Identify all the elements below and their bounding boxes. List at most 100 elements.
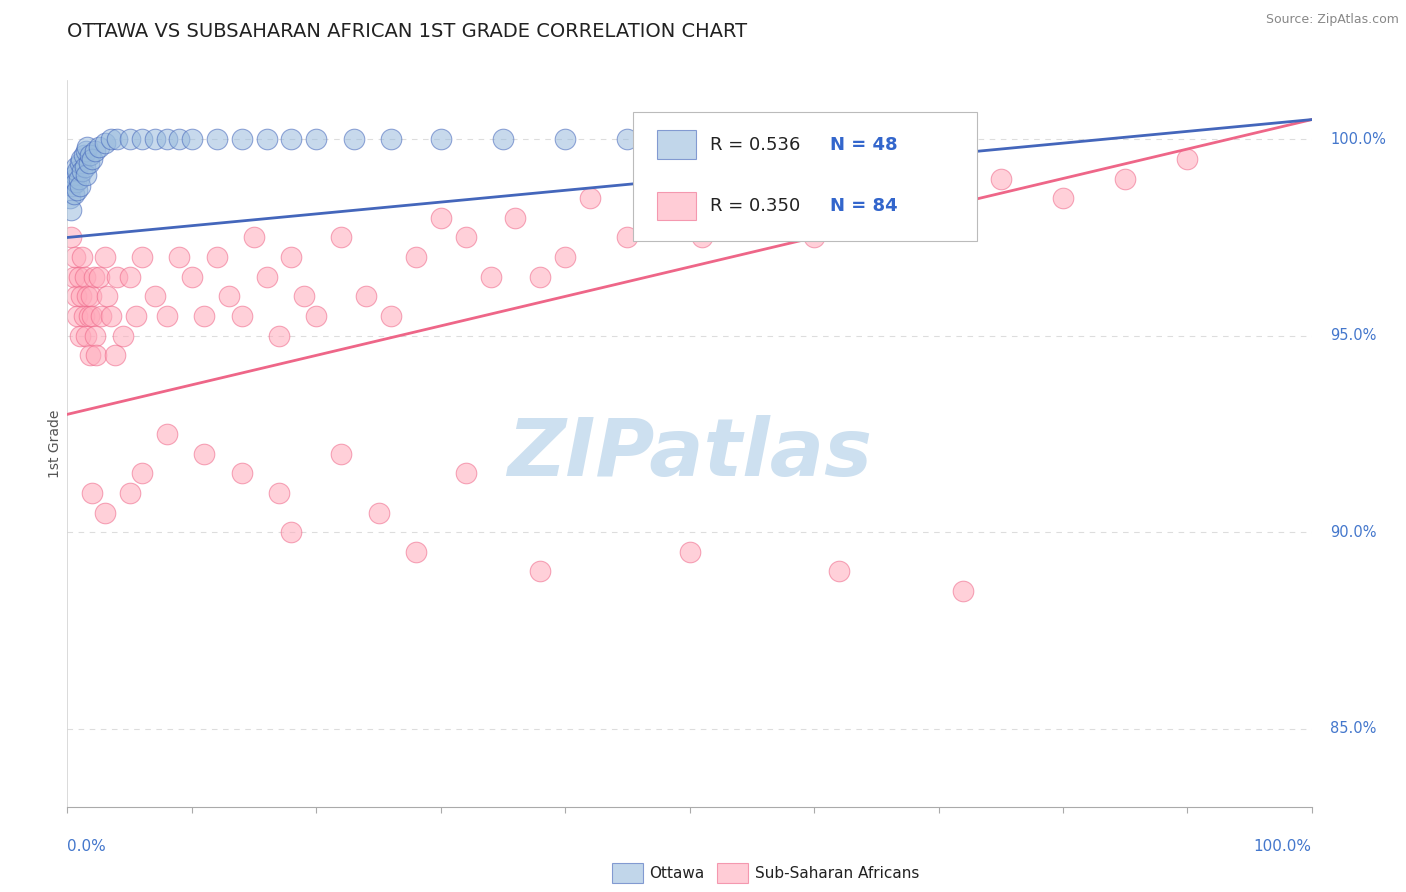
- Point: [616, 132, 638, 146]
- Point: [928, 191, 950, 205]
- Point: [305, 309, 328, 323]
- Point: [75, 144, 97, 158]
- Point: [118, 132, 141, 146]
- Point: [62, 171, 84, 186]
- Point: [94, 506, 117, 520]
- Point: [75, 328, 97, 343]
- Point: [143, 132, 166, 146]
- Point: [100, 309, 122, 323]
- Point: [952, 584, 974, 599]
- Point: [82, 152, 104, 166]
- Text: Sub-Saharan Africans: Sub-Saharan Africans: [755, 866, 920, 880]
- Point: [76, 289, 98, 303]
- Point: [69, 156, 91, 170]
- Point: [84, 348, 107, 362]
- Point: [72, 250, 94, 264]
- Point: [90, 309, 112, 323]
- Point: [62, 187, 84, 202]
- Point: [66, 309, 89, 323]
- Point: [131, 132, 153, 146]
- Point: [405, 250, 427, 264]
- Point: [76, 140, 98, 154]
- Point: [280, 250, 302, 264]
- Point: [70, 152, 93, 166]
- Point: [80, 289, 103, 303]
- Text: 90.0%: 90.0%: [1330, 524, 1376, 540]
- Point: [105, 132, 128, 146]
- Point: [65, 160, 87, 174]
- Point: [83, 144, 105, 158]
- Text: R = 0.350: R = 0.350: [710, 197, 800, 215]
- Point: [529, 269, 551, 284]
- Point: [330, 230, 353, 244]
- Point: [492, 132, 515, 146]
- Point: [94, 250, 117, 264]
- Point: [679, 545, 702, 559]
- Y-axis label: 1st Grade: 1st Grade: [48, 409, 62, 478]
- Point: [1052, 191, 1074, 205]
- Point: [256, 132, 278, 146]
- Point: [94, 136, 117, 150]
- Point: [343, 132, 366, 146]
- Point: [690, 230, 713, 244]
- Point: [82, 486, 104, 500]
- Point: [63, 168, 86, 182]
- Text: Source: ZipAtlas.com: Source: ZipAtlas.com: [1265, 13, 1399, 27]
- Text: ZIPatlas: ZIPatlas: [508, 415, 872, 492]
- Point: [73, 160, 96, 174]
- Point: [156, 426, 179, 441]
- Point: [479, 269, 502, 284]
- Point: [231, 132, 253, 146]
- Point: [65, 176, 87, 190]
- Point: [193, 309, 215, 323]
- Point: [430, 211, 453, 225]
- Point: [79, 148, 101, 162]
- Point: [330, 447, 353, 461]
- Point: [1114, 171, 1136, 186]
- Point: [79, 348, 101, 362]
- Point: [72, 163, 94, 178]
- Point: [205, 132, 228, 146]
- Point: [169, 132, 191, 146]
- Point: [205, 250, 228, 264]
- Text: Ottawa: Ottawa: [650, 866, 704, 880]
- Point: [218, 289, 240, 303]
- Point: [156, 309, 179, 323]
- Point: [156, 132, 179, 146]
- Text: R = 0.536: R = 0.536: [710, 136, 800, 153]
- Point: [73, 309, 96, 323]
- Point: [305, 132, 328, 146]
- Point: [505, 211, 527, 225]
- Point: [143, 289, 166, 303]
- Point: [803, 230, 825, 244]
- Point: [828, 565, 851, 579]
- Point: [380, 132, 402, 146]
- Text: 100.0%: 100.0%: [1330, 132, 1386, 146]
- Point: [73, 269, 96, 284]
- Point: [380, 309, 402, 323]
- Point: [77, 309, 100, 323]
- Point: [83, 269, 105, 284]
- Point: [69, 328, 91, 343]
- Point: [59, 191, 82, 205]
- Point: [87, 269, 110, 284]
- Point: [131, 250, 153, 264]
- Point: [125, 309, 148, 323]
- Point: [131, 467, 153, 481]
- Text: 0.0%: 0.0%: [67, 838, 107, 854]
- Point: [430, 132, 453, 146]
- Point: [87, 140, 110, 154]
- Point: [231, 467, 253, 481]
- Point: [193, 447, 215, 461]
- Point: [63, 250, 86, 264]
- Point: [243, 230, 266, 244]
- Text: N = 84: N = 84: [830, 197, 897, 215]
- Point: [82, 309, 104, 323]
- Point: [267, 328, 290, 343]
- Point: [454, 467, 477, 481]
- Point: [231, 309, 253, 323]
- Point: [67, 269, 90, 284]
- Point: [112, 328, 135, 343]
- Point: [104, 348, 127, 362]
- Point: [100, 132, 122, 146]
